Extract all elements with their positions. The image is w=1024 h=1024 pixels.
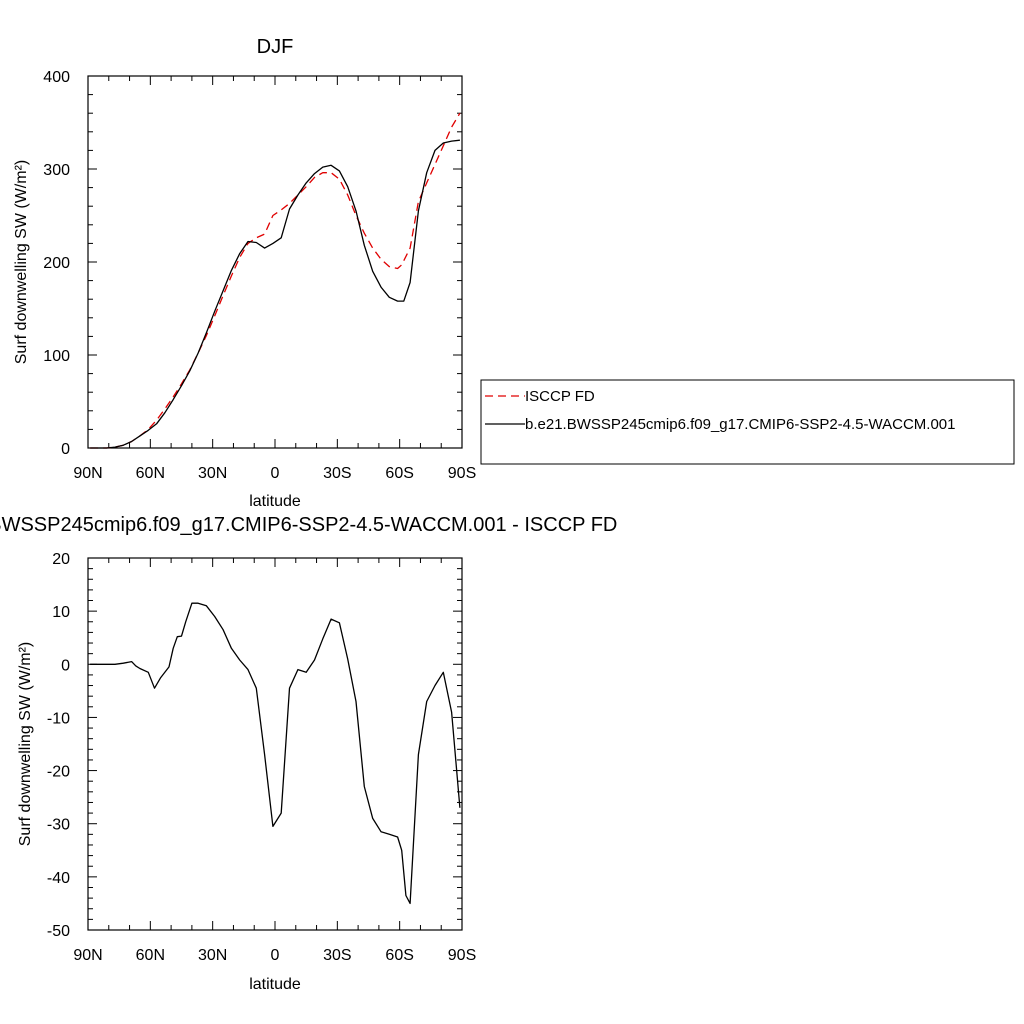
bottom-y-tick-label: 0: [61, 657, 70, 674]
top-panel: DJF 90N 60N 30N 0 30S 60S 90S 0 100 200 300 400 la…: [13, 36, 476, 510]
bottom-x-tick-label: 60N: [136, 947, 165, 964]
bottom-y-ticks: -50 -40 -30 -20 -10 0 10 20: [47, 551, 462, 940]
bottom-y-tick-label: -20: [47, 764, 70, 781]
top-series-group: [90, 112, 461, 449]
top-y-tick-label: 300: [43, 162, 70, 179]
bottom-y-tick-label: -50: [47, 923, 70, 940]
bottom-x-tick-label: 90N: [73, 947, 102, 964]
bottom-x-tick-label: 30S: [323, 947, 351, 964]
bottom-y-tick-label: -10: [47, 710, 70, 727]
legend-label-model: b.e21.BWSSP245cmip6.f09_g17.CMIP6-SSP2-4…: [525, 416, 955, 433]
top-series-line-1: [90, 112, 461, 449]
top-x-tick-label: 60S: [385, 465, 413, 482]
bottom-plot-frame: [87, 557, 463, 931]
top-x-ticks: 90N 60N 30N 0 30S 60S 90S: [73, 76, 476, 482]
legend: ISCCP FD b.e21.BWSSP245cmip6.f09_g17.CMI…: [480, 379, 1015, 465]
bottom-series-line-1: [90, 602, 461, 905]
bottom-y-tick-label: 20: [52, 551, 70, 568]
top-y-axis-label: Surf downwelling SW (W/m²): [13, 160, 30, 364]
bottom-x-ticks: 90N 60N 30N 0 30S 60S 90S: [73, 558, 476, 964]
top-x-tick-label: 30S: [323, 465, 351, 482]
top-x-tick-label: 90S: [448, 465, 476, 482]
bottom-x-tick-label: 30N: [198, 947, 227, 964]
bottom-y-tick-label: -30: [47, 817, 70, 834]
top-y-tick-label: 200: [43, 255, 70, 272]
bottom-x-axis-label: latitude: [249, 976, 301, 993]
bottom-chart-title: b.e21.BWSSP245cmip6.f09_g17.CMIP6-SSP2-4…: [0, 514, 617, 536]
top-x-tick-label: 30N: [198, 465, 227, 482]
top-x-tick-label: 0: [271, 465, 280, 482]
bottom-y-tick-label: 10: [52, 604, 70, 621]
legend-box: [480, 379, 1015, 465]
bottom-panel: b.e21.BWSSP245cmip6.f09_g17.CMIP6-SSP2-4…: [0, 514, 617, 993]
bottom-y-axis-label: Surf downwelling SW (W/m²): [17, 642, 34, 846]
bottom-x-tick-label: 60S: [385, 947, 413, 964]
bottom-x-tick-label: 90S: [448, 947, 476, 964]
top-y-tick-label: 0: [61, 441, 70, 458]
bottom-x-tick-label: 0: [271, 947, 280, 964]
bottom-y-tick-label: -40: [47, 870, 70, 887]
top-chart-title: DJF: [257, 36, 294, 58]
top-x-axis-label: latitude: [249, 493, 301, 510]
top-plot-frame: [87, 75, 463, 449]
top-y-tick-label: 400: [43, 69, 70, 86]
top-x-tick-label: 90N: [73, 465, 102, 482]
bottom-series-group: [90, 602, 461, 905]
legend-label-isccp: ISCCP FD: [525, 388, 595, 405]
top-x-tick-label: 60N: [136, 465, 165, 482]
top-y-tick-label: 100: [43, 348, 70, 365]
top-series-line-2: [90, 139, 460, 449]
top-y-ticks: 0 100 200 300 400: [43, 69, 462, 458]
